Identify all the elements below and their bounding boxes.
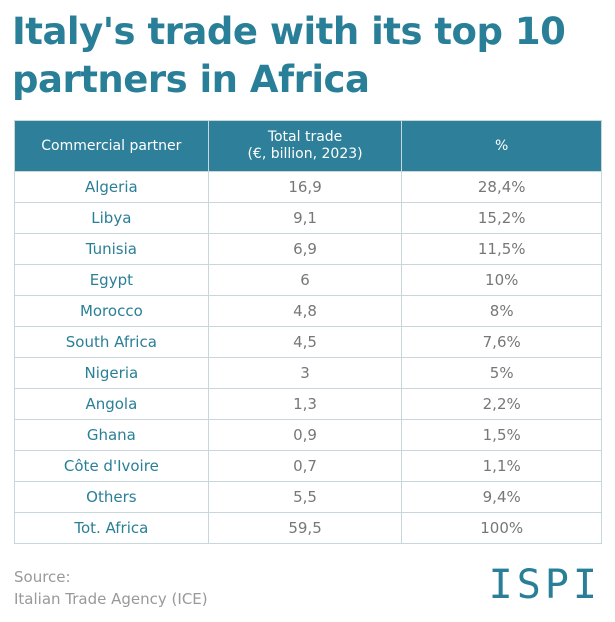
cell: 9,1 xyxy=(207,202,403,234)
cell: Tunisia xyxy=(14,233,209,265)
cell: 1,3 xyxy=(207,388,403,420)
table: Commercial partner Total trade (€, billion… xyxy=(14,120,602,544)
column-header: Total trade (€, billion, 2023) xyxy=(207,120,403,172)
cell: 10% xyxy=(401,264,602,296)
cell: 2,2% xyxy=(401,388,602,420)
cell: 0,9 xyxy=(207,419,403,451)
row: South Africa 4,5 7,6% xyxy=(14,326,602,358)
cell: 59,5 xyxy=(207,512,403,544)
row: Ghana 0,9 1,5% xyxy=(14,419,602,451)
header-line: Commercial partner xyxy=(41,137,182,154)
title-line: partners in Africa xyxy=(12,58,370,101)
cell: 28,4% xyxy=(401,171,602,203)
row: Others 5,5 9,4% xyxy=(14,481,602,513)
column-header: % xyxy=(401,120,602,172)
cell: Nigeria xyxy=(14,357,209,389)
header-line: (€, billion, 2023) xyxy=(247,146,363,162)
cell: South Africa xyxy=(14,326,209,358)
header-line: Total trade xyxy=(267,129,343,145)
cell: 3 xyxy=(207,357,403,389)
row: Morocco 4,8 8% xyxy=(14,295,602,327)
cell: 6 xyxy=(207,264,403,296)
cell: Libya xyxy=(14,202,209,234)
cell: 4,8 xyxy=(207,295,403,327)
row: Tot. Africa 59,5 100% xyxy=(14,512,602,544)
cell: 16,9 xyxy=(207,171,403,203)
cell: 5,5 xyxy=(207,481,403,513)
cell: Angola xyxy=(14,388,209,420)
row: Tunisia 6,9 11,5% xyxy=(14,233,602,265)
cell: Tot. Africa xyxy=(14,512,209,544)
cell: 9,4% xyxy=(401,481,602,513)
source: Source: Italian Trade Agency (ICE) xyxy=(14,566,208,610)
row: Libya 9,1 15,2% xyxy=(14,202,602,234)
cell: 100% xyxy=(401,512,602,544)
header-line: % xyxy=(495,137,509,154)
cell: 7,6% xyxy=(401,326,602,358)
row: Egypt 6 10% xyxy=(14,264,602,296)
cell: 6,9 xyxy=(207,233,403,265)
row: Angola 1,3 2,2% xyxy=(14,388,602,420)
cell: Ghana xyxy=(14,419,209,451)
header-row: Commercial partner Total trade (€, billion… xyxy=(14,120,602,172)
cell: 8% xyxy=(401,295,602,327)
cell: 15,2% xyxy=(401,202,602,234)
cell: 4,5 xyxy=(207,326,403,358)
source-line: Italian Trade Agency (ICE) xyxy=(14,590,208,608)
cell: 5% xyxy=(401,357,602,389)
table-body: Algeria 16,9 28,4% Libya 9,1 15,2% Tunisia 6,9 1… xyxy=(14,171,602,544)
cell: 1,5% xyxy=(401,419,602,451)
row: Algeria 16,9 28,4% xyxy=(14,171,602,203)
row: Nigeria 3 5% xyxy=(14,357,602,389)
cell: 1,1% xyxy=(401,450,602,482)
cell: Algeria xyxy=(14,171,209,203)
title: Italy's trade with its top 10 partners i… xyxy=(12,8,566,104)
column-header: Commercial partner xyxy=(14,120,209,172)
row: Côte d'Ivoire 0,7 1,1% xyxy=(14,450,602,482)
cell: Egypt xyxy=(14,264,209,296)
logo: ISPI xyxy=(488,562,601,608)
title-line: Italy's trade with its top 10 xyxy=(12,10,566,53)
cell: Côte d'Ivoire xyxy=(14,450,209,482)
cell: Morocco xyxy=(14,295,209,327)
cell: 0,7 xyxy=(207,450,403,482)
source-line: Source: xyxy=(14,568,71,586)
cell: 11,5% xyxy=(401,233,602,265)
cell: Others xyxy=(14,481,209,513)
